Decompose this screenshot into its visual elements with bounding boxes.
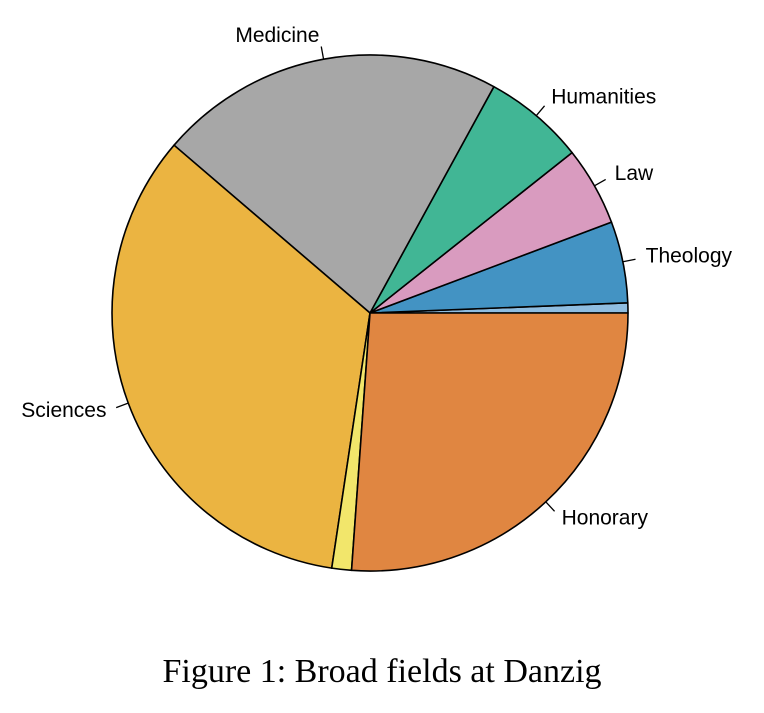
label-tick-honorary [545, 501, 556, 512]
pie-chart: Theology Law Humanities Medicine Sciences Hon… [21, 24, 733, 572]
pie-slice-sciences [111, 144, 371, 569]
figure-caption: Figure 1: Broad fields at Danzig [162, 653, 602, 690]
label-tick-theology [622, 258, 636, 263]
slice-label-law: Law [615, 162, 654, 185]
slice-label-honorary: Honorary [562, 506, 649, 529]
slice-label-humanities: Humanities [551, 86, 656, 109]
label-tick-law [594, 178, 607, 187]
label-tick-sciences [115, 402, 129, 409]
pie-slice-honorary [350, 312, 629, 572]
slice-label-medicine: Medicine [235, 24, 319, 47]
label-tick-medicine [320, 46, 325, 60]
pie-slice-medicine [173, 54, 495, 314]
label-tick-humanities [535, 105, 546, 117]
slice-label-sciences: Sciences [21, 399, 106, 422]
slice-label-theology: Theology [646, 245, 733, 268]
